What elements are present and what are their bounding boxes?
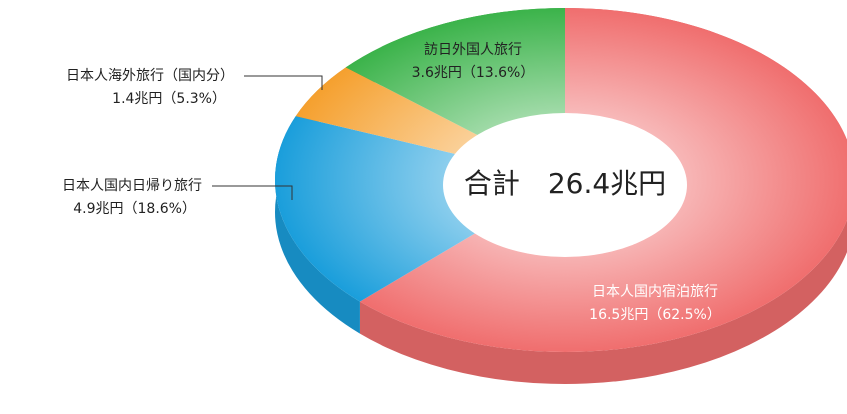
slice-side: [359, 8, 847, 384]
slice-side: [275, 116, 360, 334]
value-label: 1.4兆円（5.3%）: [112, 91, 226, 107]
value-label: 16.5兆円（62.5%）: [589, 307, 721, 323]
value-label: 4.9兆円（18.6%）: [73, 201, 196, 217]
slice-label: 日本人国内宿泊旅行: [592, 283, 718, 300]
value-label: 3.6兆円（13.6%）: [412, 65, 535, 81]
slice: [275, 116, 565, 302]
leader-line: [244, 75, 323, 90]
donut-hole: [443, 113, 687, 257]
slice-label: 日本人国内日帰り旅行: [62, 177, 202, 194]
leader-line: [212, 185, 293, 200]
slice-label: 日本人海外旅行（国内分）: [66, 68, 234, 84]
slice-label: 訪日外国人旅行: [424, 42, 522, 58]
center-label: 合計 26.4兆円: [464, 167, 666, 200]
